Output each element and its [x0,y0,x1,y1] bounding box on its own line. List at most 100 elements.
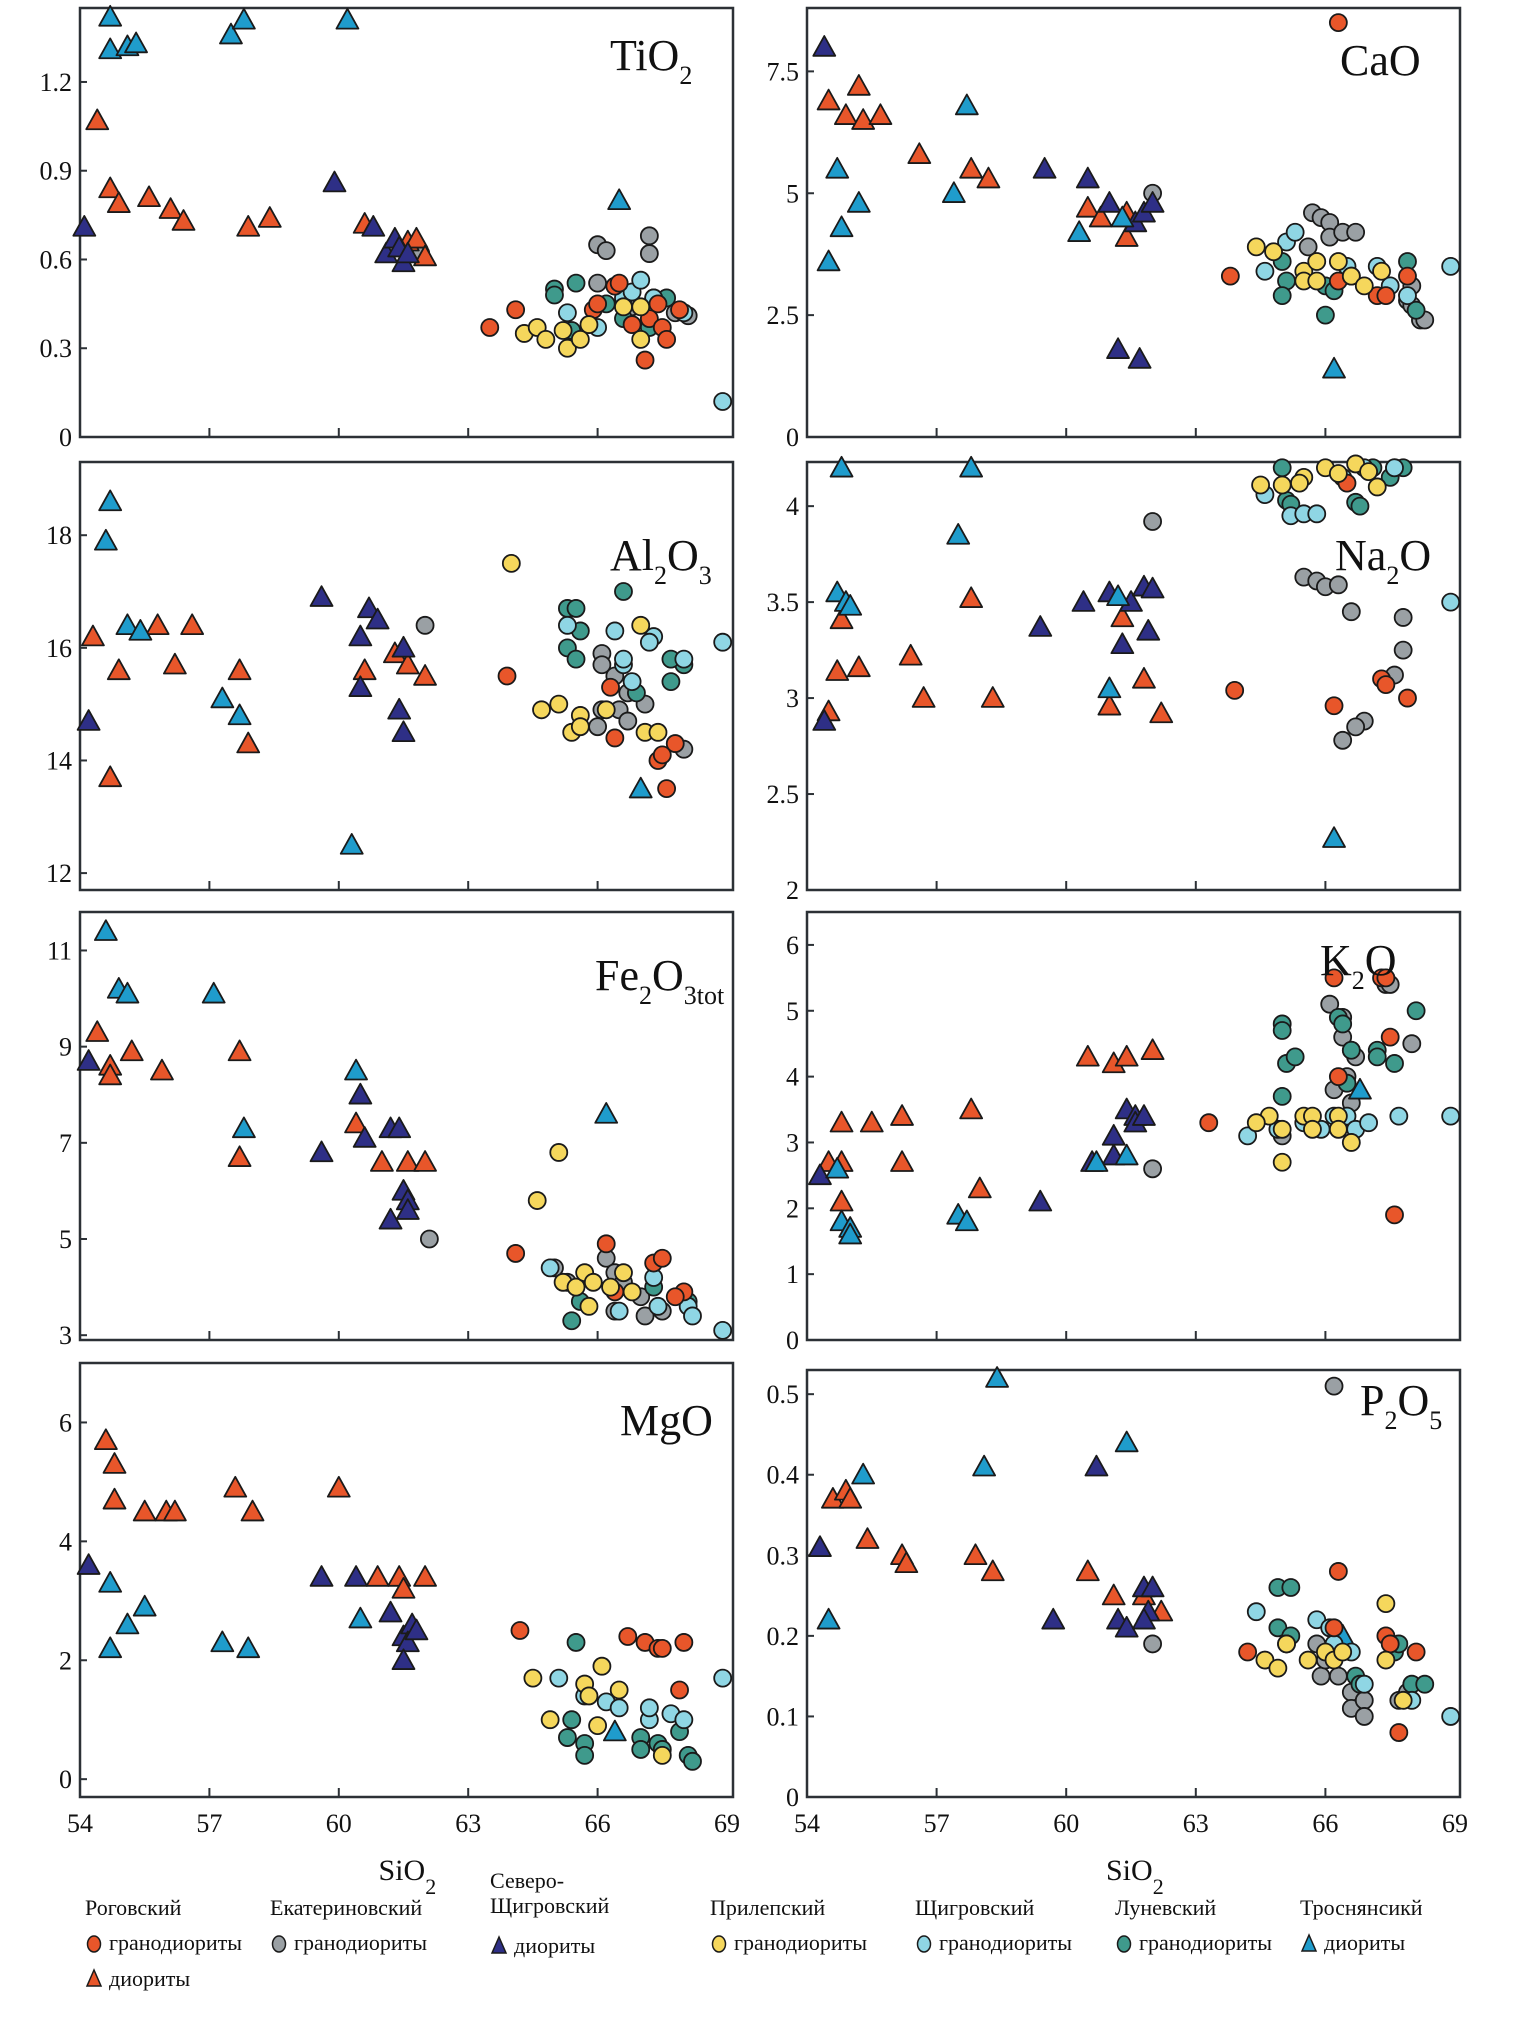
point-ekat_granodiorite [1346,717,1366,737]
legend-item-ekat_granodiorite: гранодиориты [270,1930,427,1955]
point-rog_diorite [890,1104,914,1126]
x-tick-label: 57 [196,1809,222,1838]
point-rog_diorite [395,652,420,675]
point-trosn_diorite [210,1630,235,1653]
point-trosn_diorite [594,1102,619,1124]
point-sev_diorite [1140,1575,1165,1598]
point-pril_granodiorite [609,1680,629,1700]
point-trosn_diorite [851,1462,876,1485]
point-ekat_granodiorite [1143,1159,1162,1179]
point-pril_granodiorite [1328,464,1348,483]
point-rog_diorite [911,686,936,708]
point-pril_granodiorite [553,321,573,340]
y-tick-label: 5 [786,997,799,1026]
point-sev_diorite [1106,337,1130,359]
legend-item-lun_granodiorite: гранодиориты [1115,1930,1272,1955]
x-tick-label: 54 [794,1809,820,1838]
circle-marker-icon [711,1935,727,1953]
point-trosn_diorite [98,489,123,512]
point-trosn_diorite [98,1571,123,1593]
point-sev_diorite [1075,166,1100,189]
point-pril_granodiorite [631,329,651,349]
point-rog_granodiorite [596,1234,616,1254]
point-rog_granodiorite [665,734,685,753]
point-trosn_diorite [838,1222,863,1245]
point-rog_granodiorite [1398,266,1417,286]
y-tick-label: 11 [47,936,72,965]
y-tick-label: 0.6 [40,245,73,274]
point-lun_granodiorite [566,1633,586,1652]
point-rog_granodiorite [588,294,607,314]
point-ekat_granodiorite [1328,1666,1348,1686]
point-lun_granodiorite [1281,1578,1301,1597]
point-lun_granodiorite [1316,305,1335,325]
point-lun_granodiorite [1272,286,1292,306]
point-lun_granodiorite [1385,1054,1404,1073]
point-sev_diorite [404,1618,429,1641]
point-rog_granodiorite [1324,968,1344,988]
point-rog_granodiorite [506,300,526,320]
point-shchig_granodiorite [1307,504,1327,524]
point-trosn_diorite [124,31,148,54]
point-trosn_diorite [201,981,226,1004]
point-rog_diorite [963,1543,988,1566]
panel-fe2o3tot: 3 5 7 9 11 Fe2O3tot [47,910,735,1350]
point-sev_diorite [391,635,416,658]
point-sev_diorite [72,215,97,237]
point-trosn_diorite [1322,356,1346,379]
point-trosn_diorite [98,1636,123,1659]
point-rog_granodiorite [1238,1642,1258,1662]
y-tick-label: 3 [59,1321,72,1350]
y-tick-label: 9 [59,1033,72,1062]
point-sev_diorite [1127,347,1152,369]
legend-item-rog_granodiorite: гранодиориты [85,1930,242,1955]
triangle-marker-icon [1300,1933,1318,1952]
x-tick-label: 54 [67,1809,93,1838]
point-ekat_granodiorite [1320,994,1340,1014]
point-pril_granodiorite [540,1710,560,1730]
point-pril_granodiorite [631,615,651,635]
point-ekat_granodiorite [1354,1707,1374,1726]
point-trosn_diorite [1110,205,1135,228]
point-pril_granodiorite [596,700,616,720]
y-tick-label: 0.3 [767,1541,800,1570]
legend-group: Екатериновский гранодиориты [270,1895,427,1956]
point-pril_granodiorite [579,1686,599,1706]
y-tick-label: 0 [786,1326,799,1355]
point-trosn_diorite [210,686,235,709]
point-rog_diorite [413,244,437,267]
point-trosn_diorite [232,1116,256,1139]
point-rog_diorite [967,1176,992,1199]
point-sev_diorite [808,1163,832,1186]
point-rog_diorite [352,658,377,681]
y-tick-label: 0 [59,1765,72,1794]
point-shchig_granodiorite [713,632,733,652]
point-trosn_diorite [219,22,243,45]
point-pril_granodiorite [1341,1133,1361,1152]
point-ekat_granodiorite [592,655,612,675]
point-pril_granodiorite [549,694,569,714]
point-sev_diorite [365,607,390,630]
legend-item-trosn_diorite: диориты [1300,1930,1423,1955]
y-tick-label: 5 [59,1225,72,1254]
point-sev_diorite [1028,1189,1053,1212]
point-trosn_diorite [1114,1430,1139,1453]
point-rog_diorite [1114,1044,1139,1067]
point-trosn_diorite [1084,1150,1109,1172]
circle-marker-icon [1116,1935,1132,1953]
point-pril_granodiorite [549,1143,569,1162]
point-shchig_granodiorite [631,270,651,290]
point-rog_granodiorite [1328,13,1348,33]
triangle-marker-icon [490,1935,508,1954]
point-pril_granodiorite [1272,1119,1292,1139]
point-rog_diorite [365,1565,390,1587]
point-sev_diorite [1041,1607,1066,1630]
point-ekat_granodiorite [1298,237,1318,257]
point-rog_diorite [85,108,110,131]
point-rog_diorite [162,1499,187,1522]
point-pril_granodiorite [570,329,590,349]
point-rog_granodiorite [1398,688,1417,708]
point-rog_granodiorite [1376,675,1396,695]
legend-item-sev_diorite: диориты [490,1933,609,1958]
